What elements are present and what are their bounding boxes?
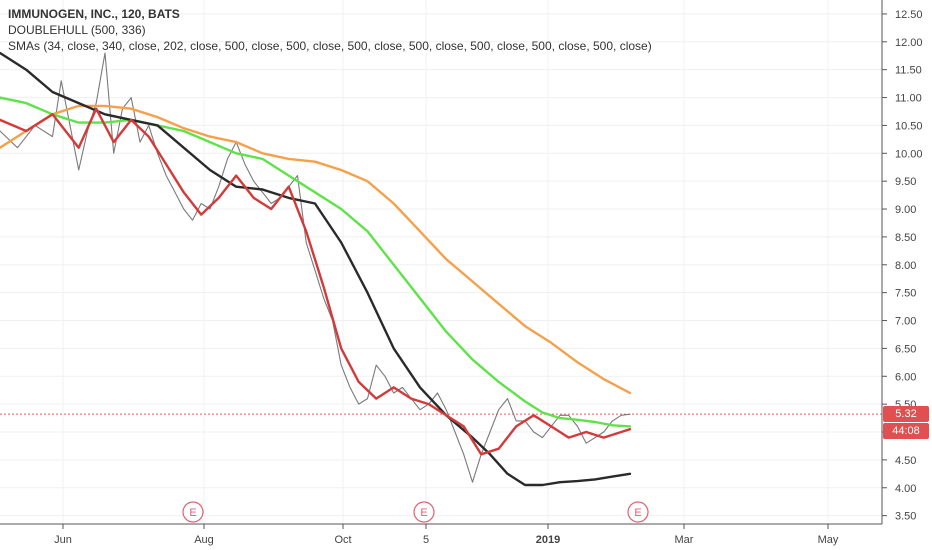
y-tick-label: 9.00 bbox=[895, 204, 916, 216]
y-tick-label: 8.00 bbox=[895, 260, 916, 272]
x-axis-ticks: Jun Aug Oct 5 2019 Mar May bbox=[54, 524, 839, 546]
y-tick-label: 9.50 bbox=[895, 176, 916, 188]
x-tick-label: Oct bbox=[334, 534, 351, 546]
series-sma-red bbox=[0, 107, 632, 456]
y-tick-label: 12.50 bbox=[895, 9, 923, 21]
x-tick-label: Jun bbox=[54, 534, 72, 546]
y-tick-label: 7.00 bbox=[895, 316, 916, 328]
series-price bbox=[0, 52, 631, 483]
bar-timer-badge: 44:08 bbox=[883, 423, 929, 440]
chart-legend: IMMUNOGEN, INC., 120, BATS DOUBLEHULL (5… bbox=[8, 6, 652, 54]
y-tick-label: 12.00 bbox=[895, 37, 923, 49]
earnings-marker-label: E bbox=[634, 507, 641, 519]
chart-series bbox=[0, 51, 632, 487]
earnings-marker-icon[interactable] bbox=[413, 501, 435, 523]
earnings-marker-icon[interactable] bbox=[627, 501, 649, 523]
series-sma-black bbox=[0, 51, 632, 487]
y-tick-label: 8.50 bbox=[895, 232, 916, 244]
y-tick-label: 11.00 bbox=[895, 93, 922, 105]
y-tick-label: 10.00 bbox=[895, 148, 923, 160]
y-tick-label: 7.50 bbox=[895, 288, 916, 300]
x-tick-label: May bbox=[818, 534, 839, 546]
chart-grid bbox=[0, 0, 882, 524]
series-sma-green bbox=[0, 96, 632, 428]
last-price-badge: 5.32 bbox=[883, 406, 929, 423]
x-tick-label: Aug bbox=[194, 534, 214, 546]
y-tick-label: 11.50 bbox=[895, 65, 922, 77]
legend-smas: SMAs (34, close, 340, close, 202, close,… bbox=[8, 39, 652, 53]
y-tick-label: 6.50 bbox=[895, 343, 916, 355]
earnings-marker-label: E bbox=[189, 507, 196, 519]
x-tick-label: Mar bbox=[675, 534, 694, 546]
y-tick-label: 3.50 bbox=[895, 511, 916, 523]
earnings-marker-icon[interactable] bbox=[182, 501, 204, 523]
earnings-marker-label: E bbox=[420, 507, 427, 519]
legend-title: IMMUNOGEN, INC., 120, BATS bbox=[8, 7, 180, 21]
x-tick-label: 2019 bbox=[536, 534, 560, 546]
series-sma-orange bbox=[0, 104, 632, 395]
x-tick-label: 5 bbox=[423, 534, 429, 546]
legend-doublehull: DOUBLEHULL (500, 336) bbox=[8, 23, 146, 37]
y-tick-label: 4.50 bbox=[895, 455, 916, 467]
y-tick-label: 6.00 bbox=[895, 371, 916, 383]
y-tick-label: 4.00 bbox=[895, 483, 916, 495]
y-axis-ticks: 12.50 12.00 11.50 11.00 10.50 10.00 9.50 9.00 8.… bbox=[882, 9, 923, 523]
y-tick-label: 10.50 bbox=[895, 120, 923, 132]
